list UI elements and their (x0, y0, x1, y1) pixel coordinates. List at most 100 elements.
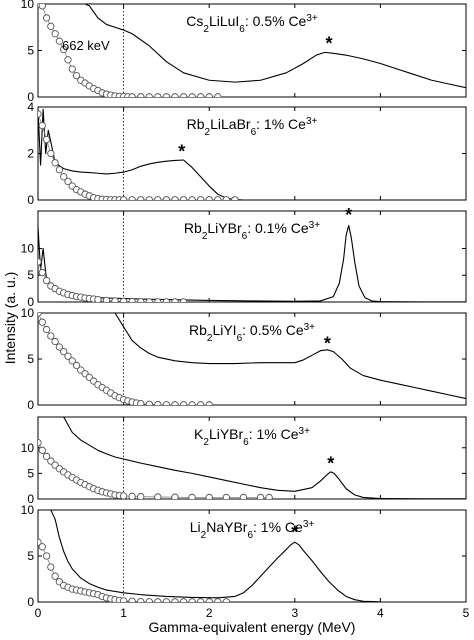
y-tick-label: 0 (27, 90, 34, 104)
data-point (47, 457, 55, 465)
data-point (154, 400, 162, 405)
label-part: 3+ (309, 220, 321, 231)
data-point (145, 400, 153, 405)
label-part: 6 (237, 333, 243, 344)
data-point (55, 166, 64, 174)
data-point (51, 30, 59, 38)
y-tick-label: 5 (27, 352, 34, 366)
data-point (188, 93, 196, 97)
label-part: 3+ (299, 426, 311, 437)
data-point (64, 352, 72, 360)
data-point (47, 149, 55, 158)
data-point (231, 196, 239, 200)
y-tick-label: 0 (27, 295, 34, 309)
data-point (222, 598, 230, 602)
data-point (214, 93, 222, 97)
data-point (205, 93, 213, 97)
data-point (102, 296, 111, 302)
panel-2: 024*Rb2LiLaBr6: 1% Ce3+ (27, 100, 467, 207)
data-point (128, 93, 136, 97)
data-point (38, 258, 42, 266)
y-tick-label: 10 (21, 441, 35, 455)
annotation-662kev: 662 keV (62, 38, 110, 53)
series-line (114, 313, 466, 400)
data-point (128, 297, 136, 302)
data-point (94, 295, 102, 302)
data-point (196, 598, 205, 602)
data-point (47, 22, 55, 30)
plot-area (38, 4, 466, 97)
data-point (137, 597, 145, 602)
data-point (51, 572, 59, 580)
data-point (55, 343, 64, 351)
label-part: : 1% Ce (253, 519, 303, 535)
data-point (38, 438, 42, 447)
panel-5: 0 5 10 * K2LiYBr6: 1% Ce3+ (21, 416, 467, 506)
data-point (38, 4, 46, 10)
data-point (145, 93, 153, 97)
label-part: 3+ (304, 322, 316, 333)
label-part: LiYBr (207, 220, 242, 236)
data-point (42, 452, 51, 461)
data-point (68, 357, 76, 365)
label-part: Rb (187, 116, 205, 132)
series-circles-line (38, 442, 270, 498)
y-tick-label: 10 (21, 306, 35, 320)
label-part: 6 (243, 437, 249, 448)
panel-frame (37, 210, 467, 303)
label-part: 6 (251, 127, 257, 138)
plot-area (38, 313, 466, 405)
series-line (38, 224, 466, 302)
data-point (60, 347, 68, 356)
data-point (137, 93, 145, 97)
y-tick-label: 4 (27, 100, 34, 114)
data-point (188, 196, 196, 200)
peak-marker: * (291, 522, 298, 542)
data-point (137, 298, 145, 302)
panel-label: Li2NaYBr6: 1% Ce3+ (190, 519, 315, 541)
label-part: : 1% Ce (249, 426, 299, 442)
y-tick-label: 5 (27, 44, 34, 58)
data-point (162, 298, 171, 302)
data-point (145, 196, 153, 200)
label-part: Rb (184, 220, 202, 236)
data-point (214, 598, 222, 602)
label-part: Cs (186, 13, 203, 29)
data-point (128, 196, 136, 200)
y-tick-label: 0 (27, 398, 34, 412)
label-part: 2 (201, 530, 207, 541)
label-part: Li (190, 519, 201, 535)
data-point (188, 598, 196, 602)
y-tick-label: 10 (21, 503, 35, 517)
y-tick-label: 5 (27, 549, 34, 563)
data-point (188, 493, 196, 499)
data-point (55, 37, 64, 45)
panel-label: K2LiYBr6: 1% Ce3+ (194, 426, 310, 448)
label-part: : 0.1% Ce (247, 220, 309, 236)
label-part: 6 (239, 24, 245, 35)
data-point (179, 598, 188, 602)
data-point (128, 492, 136, 499)
data-point (214, 196, 222, 200)
data-point (42, 135, 51, 144)
data-point (60, 173, 68, 181)
data-point (196, 196, 205, 200)
label-part: 2 (202, 231, 208, 242)
data-point (111, 297, 119, 302)
label-part: 3+ (303, 519, 315, 530)
data-point (38, 313, 42, 317)
series-line (50, 510, 381, 602)
x-tick-label: 4 (377, 606, 384, 620)
panel-4: 0 5 10 * Rb2LiYI6: 0.5% Ce3+ (21, 306, 467, 412)
data-point (119, 492, 128, 499)
label-part: : 0.5% Ce (245, 13, 307, 29)
y-tick-label: 0 (27, 193, 34, 207)
y-tick-label: 5 (27, 268, 34, 282)
panel-frame (37, 416, 467, 500)
y-tick-label: 0 (27, 492, 34, 506)
label-part: 2 (205, 127, 211, 138)
data-point (38, 318, 46, 326)
data-point (68, 65, 76, 73)
panel-1: 0 5 10 * Cs2LiLuI6: 0.5% Ce3+ 662 keV (21, 0, 467, 104)
